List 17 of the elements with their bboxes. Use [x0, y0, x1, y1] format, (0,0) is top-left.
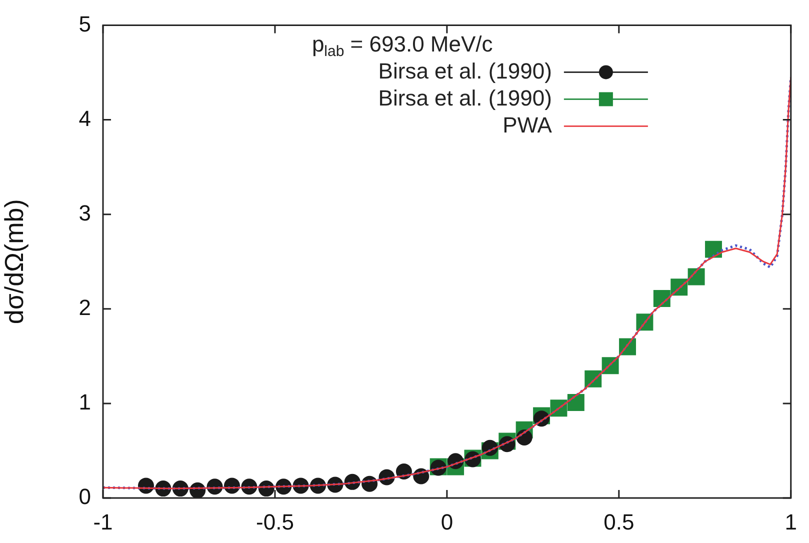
y-tick-label: 3 — [78, 200, 91, 226]
y-tick-label: 4 — [78, 106, 91, 131]
legend-label: PWA — [502, 112, 552, 138]
point — [567, 394, 584, 411]
y-tick-label: 0 — [78, 484, 91, 510]
x-tick-label: -1 — [93, 509, 113, 534]
y-tick-label: 2 — [78, 294, 91, 320]
y-tick-label: 1 — [78, 390, 91, 415]
x-tick-label: 0.5 — [604, 509, 634, 534]
legend-label: Birsa et al. (1990) — [378, 85, 552, 110]
x-tick-label: 0 — [440, 509, 454, 534]
legend-label: Birsa et al. (1990) — [378, 58, 552, 84]
x-tick-label: -0.5 — [256, 509, 294, 534]
x-tick-label: 1 — [784, 509, 798, 534]
y-axis-title: dσ/dΩ(mb) — [0, 199, 29, 324]
point — [705, 240, 722, 258]
y-tick-label: 5 — [78, 11, 91, 36]
